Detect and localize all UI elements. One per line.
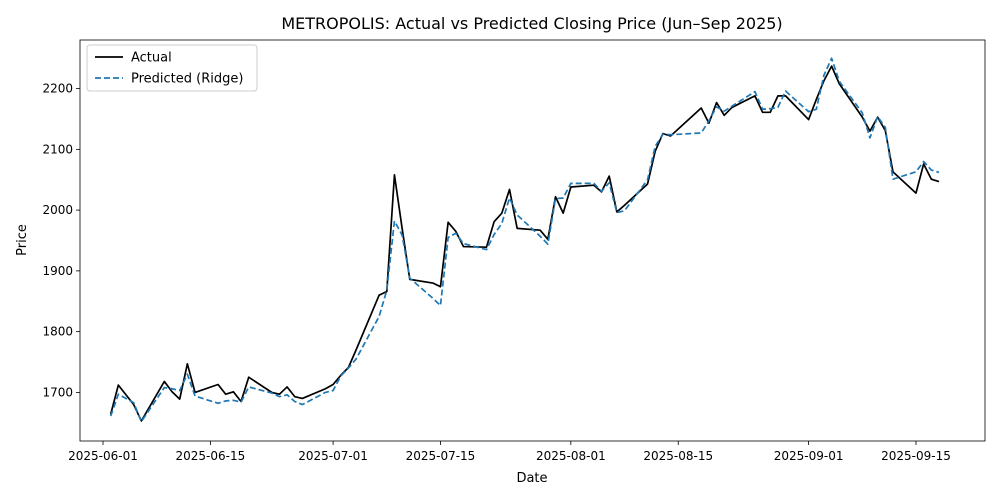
y-tick-label: 1800 [42, 325, 73, 339]
y-tick-label: 1700 [42, 385, 73, 399]
series-predicted [109, 57, 940, 423]
legend-label: Predicted (Ridge) [131, 72, 243, 87]
x-axis-label: Date [516, 471, 547, 486]
y-axis-label: Price [15, 224, 30, 256]
chart-title: METROPOLIS: Actual vs Predicted Closing … [281, 14, 782, 33]
y-tick-label: 1900 [42, 264, 73, 278]
x-tick-label: 2025-07-15 [406, 449, 476, 463]
x-tick-label: 2025-07-01 [298, 449, 368, 463]
x-tick-label: 2025-06-01 [68, 449, 138, 463]
x-tick-label: 2025-06-15 [176, 449, 246, 463]
series-line [109, 57, 940, 423]
legend-box [86, 44, 258, 92]
x-tick-label: 2025-08-15 [643, 449, 713, 463]
x-tick-label: 2025-08-01 [536, 449, 606, 463]
series-actual [109, 65, 940, 422]
legend-label: Actual [131, 51, 172, 66]
series-line [109, 65, 940, 422]
y-tick-label: 2100 [42, 142, 73, 156]
x-tick-label: 2025-09-15 [881, 449, 951, 463]
plot-area: 2025-06-01 2025-06-15 2025-07-01 2025-07-15… [42, 39, 986, 463]
plot-frame [79, 39, 986, 442]
y-tick-label: 2200 [42, 82, 73, 96]
y-tick-label: 2000 [42, 203, 73, 217]
x-tick-label: 2025-09-01 [774, 449, 844, 463]
legend: Actual Predicted (Ridge) [86, 44, 258, 92]
